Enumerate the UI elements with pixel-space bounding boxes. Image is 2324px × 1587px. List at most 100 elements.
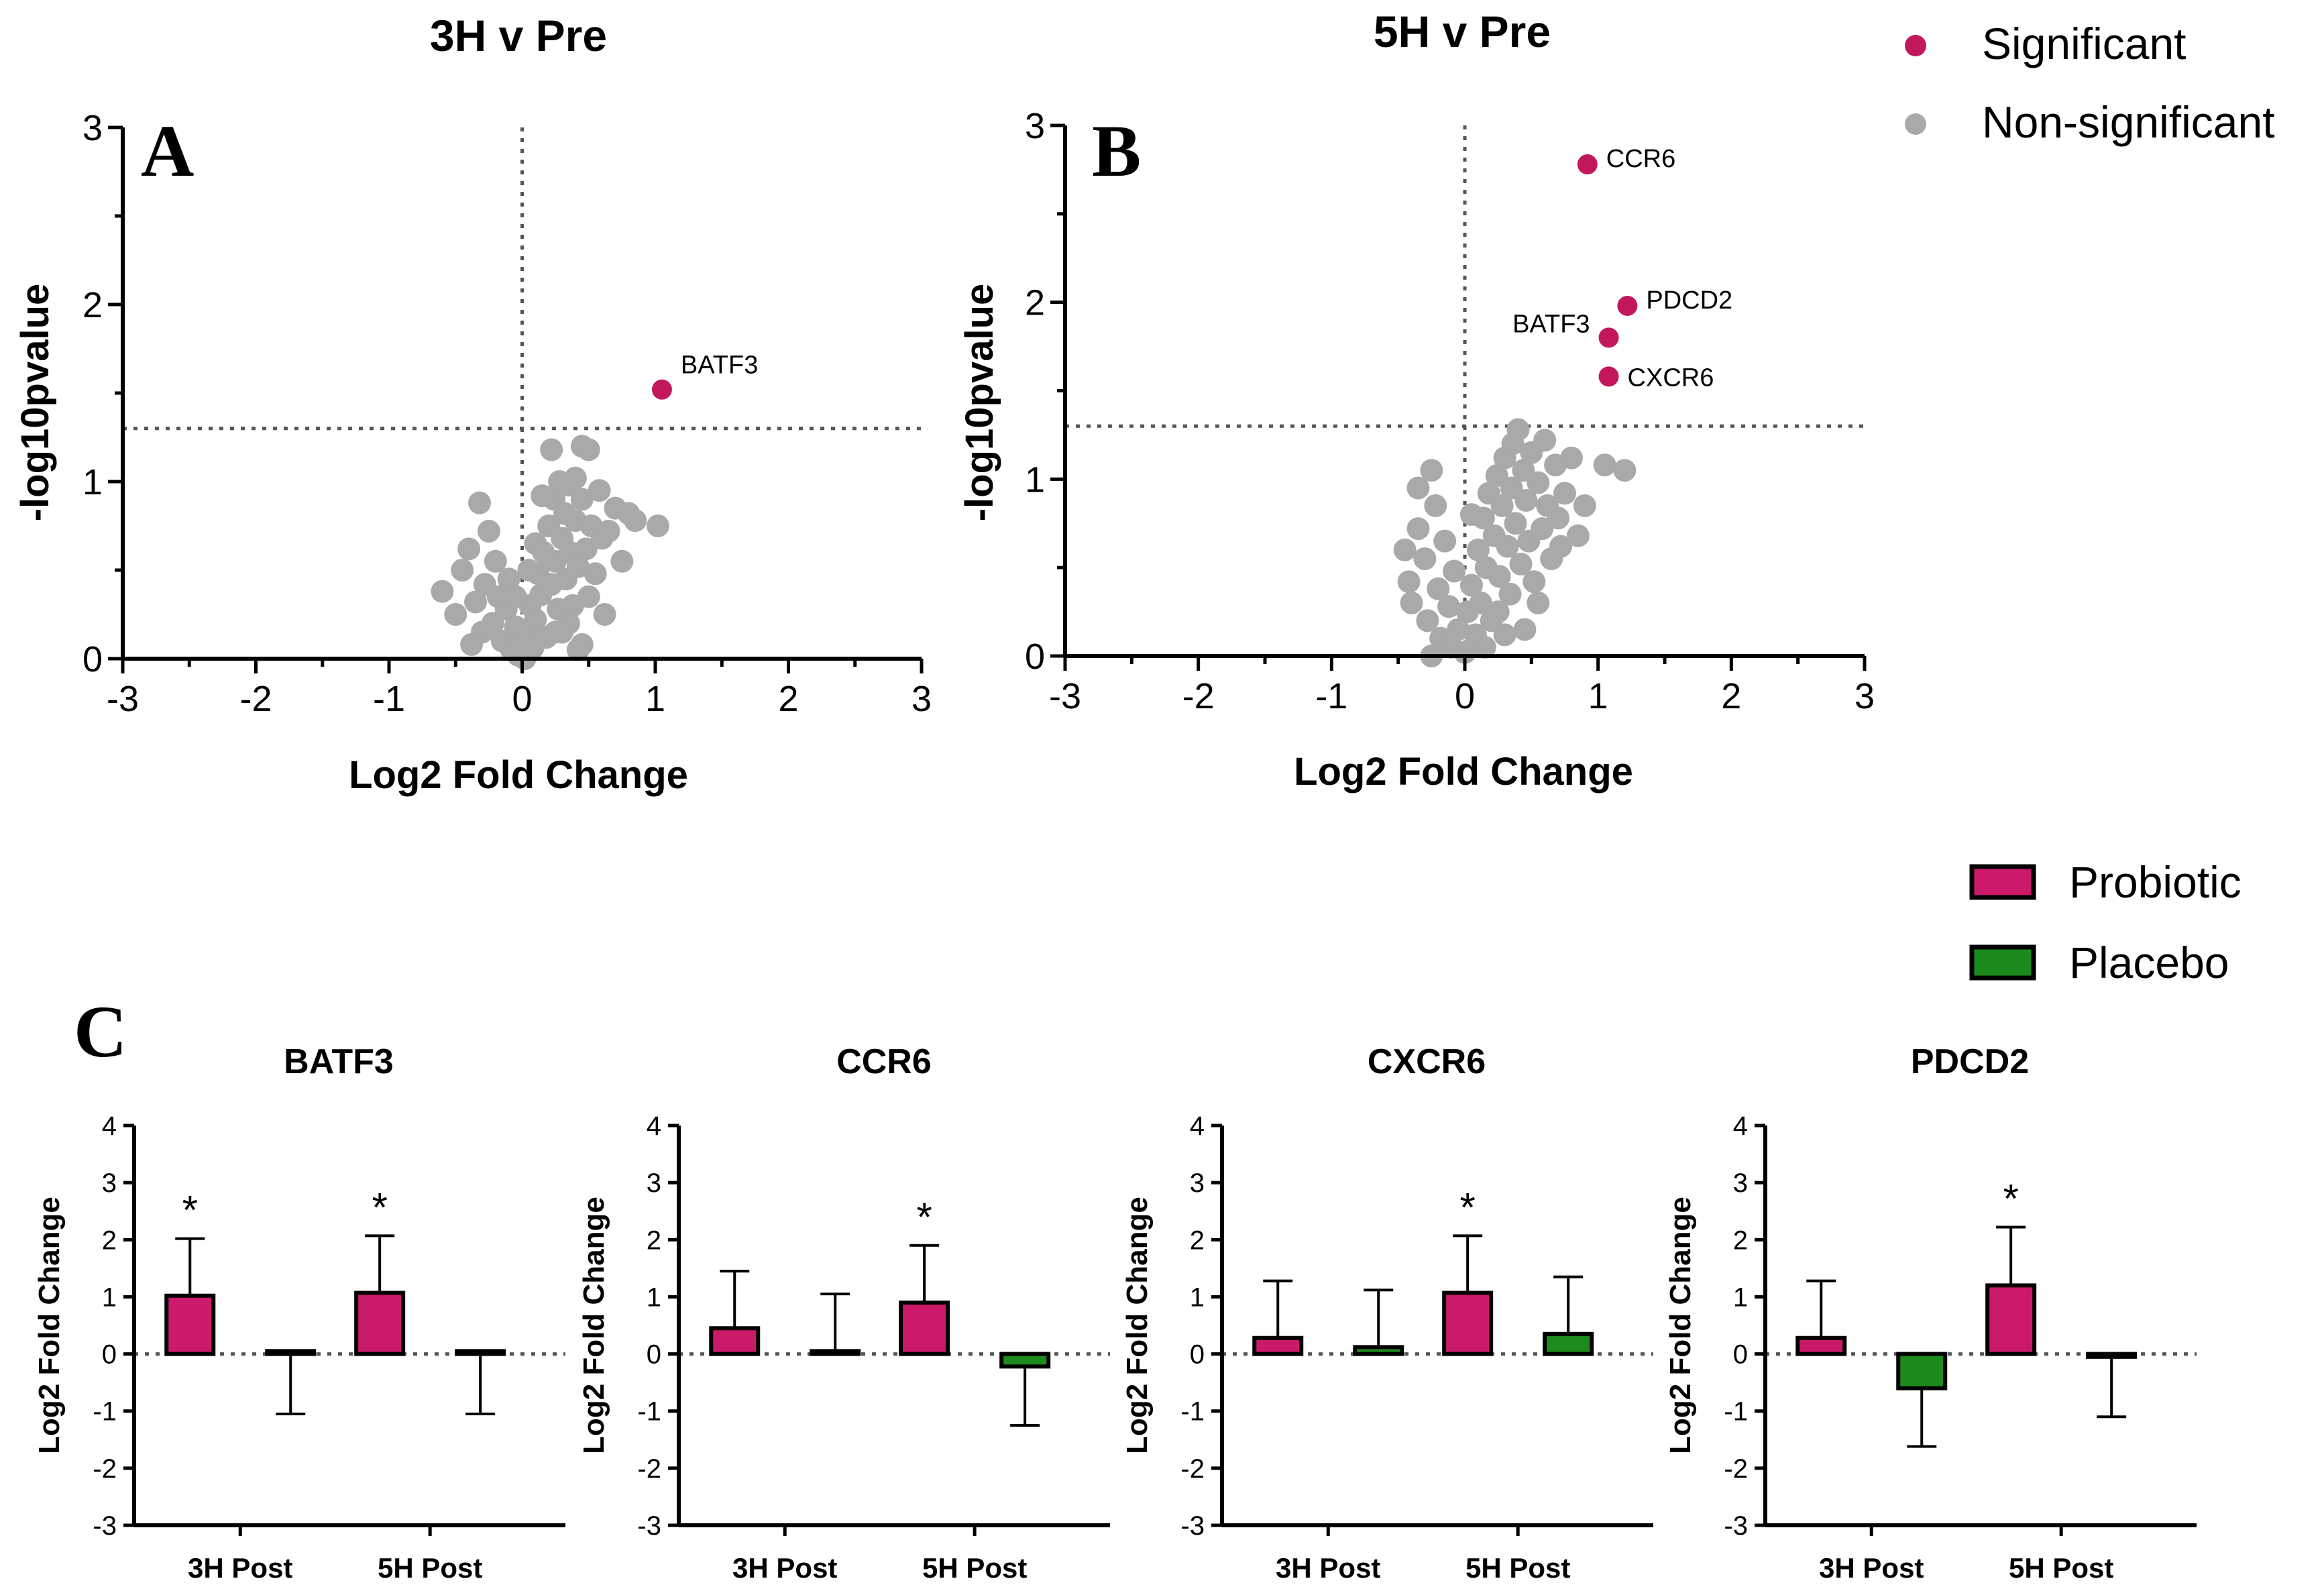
nonsignificant-point xyxy=(540,438,563,461)
nonsignificant-point xyxy=(524,532,547,555)
x-tick-label: 1 xyxy=(645,679,665,719)
bar-chart-title: PDCD2 xyxy=(1911,1042,2029,1081)
bar-legend: Probiotic Placebo xyxy=(1969,857,2242,987)
nonsignificant-point xyxy=(1549,535,1573,558)
placebo-bar xyxy=(2086,1352,2138,1359)
nonsignificant-point xyxy=(504,585,527,608)
volcano-legend: Significant Non-significant xyxy=(1905,19,2275,147)
nonsignificant-point xyxy=(457,537,481,561)
nonsignificant-point xyxy=(1453,641,1476,664)
nonsignificant-point xyxy=(1547,506,1570,530)
volcano-b-ylabel: -log10pvalue xyxy=(958,284,1001,522)
y-tick-label: -1 xyxy=(637,1397,661,1427)
nonsignificant-point xyxy=(563,466,587,490)
probiotic-bar xyxy=(1252,1335,1304,1356)
placebo-bar xyxy=(1896,1352,1948,1390)
nonsignificant-point xyxy=(1493,623,1516,647)
x-tick-label: 2 xyxy=(1721,676,1741,716)
placebo-bar xyxy=(810,1349,861,1356)
x-tick-label: -2 xyxy=(239,679,272,719)
category-label: 5H Post xyxy=(922,1552,1027,1584)
x-tick-label: 2 xyxy=(778,679,798,719)
bar-chart-ylabel: Log2 Fold Change xyxy=(33,1197,66,1454)
gene-label: CCR6 xyxy=(1606,145,1675,173)
y-tick-label: 0 xyxy=(82,639,103,679)
bar-chart-title: CXCR6 xyxy=(1368,1042,1486,1081)
y-tick-label: 0 xyxy=(1190,1340,1205,1370)
y-tick-label: 2 xyxy=(102,1225,117,1255)
y-tick-label: 2 xyxy=(82,285,103,325)
y-tick-label: -1 xyxy=(1724,1397,1748,1427)
nonsignificant-point xyxy=(1459,573,1483,597)
nonsignificant-point xyxy=(1553,482,1576,505)
nonsignificant-point xyxy=(1533,429,1557,452)
nonsignificant-point xyxy=(444,603,467,626)
y-tick-label: 4 xyxy=(1190,1111,1205,1141)
y-tick-label: 3 xyxy=(1733,1168,1748,1198)
volcano-plot-a: 3H v Pre A Log2 Fold Change -log10pvalue… xyxy=(13,11,932,797)
nonsignificant-point xyxy=(1443,559,1466,583)
category-label: 3H Post xyxy=(188,1552,292,1584)
legend-placebo-swatch xyxy=(1969,944,2036,981)
significance-star: * xyxy=(1459,1185,1475,1229)
legend-placebo-label: Placebo xyxy=(2069,938,2229,987)
category-label: 5H Post xyxy=(378,1552,482,1584)
y-tick-label: -3 xyxy=(1724,1511,1748,1541)
nonsignificant-point xyxy=(1509,552,1533,576)
placebo-bar xyxy=(265,1349,317,1356)
nonsignificant-point xyxy=(570,488,594,511)
probiotic-bar xyxy=(1795,1335,1847,1356)
nonsignificant-point xyxy=(597,519,620,543)
nonsignificant-point xyxy=(1393,538,1417,561)
x-tick-label: -2 xyxy=(1182,676,1215,716)
legend-nonsignificant-label: Non-significant xyxy=(1982,97,2275,147)
category-label: 3H Post xyxy=(1819,1552,1924,1584)
nonsignificant-point xyxy=(1406,517,1430,541)
nonsignificant-point xyxy=(1490,494,1514,517)
y-tick-label: 1 xyxy=(102,1282,117,1312)
nonsignificant-point xyxy=(593,603,616,626)
nonsignificant-point xyxy=(1498,582,1522,606)
nonsignificant-point xyxy=(577,585,600,608)
nonsignificant-point xyxy=(1447,618,1470,641)
nonsignificant-point xyxy=(566,555,590,578)
nonsignificant-point xyxy=(477,519,500,543)
nonsignificant-point xyxy=(451,559,474,582)
nonsignificant-point xyxy=(497,567,520,591)
y-tick-label: 4 xyxy=(1733,1111,1748,1141)
y-tick-label: 2 xyxy=(1025,283,1045,323)
probiotic-bar xyxy=(709,1326,761,1356)
panel-letter-a: A xyxy=(141,110,194,192)
legend-probiotic-swatch xyxy=(1969,864,2036,900)
nonsignificant-point xyxy=(464,590,488,614)
y-tick-label: 3 xyxy=(102,1168,117,1198)
placebo-bar xyxy=(1353,1345,1404,1356)
bar-chart-ylabel: Log2 Fold Change xyxy=(1121,1197,1154,1454)
significance-star: * xyxy=(2003,1176,2018,1221)
bar-chart-title: BATF3 xyxy=(284,1042,394,1081)
nonsignificant-point xyxy=(1420,459,1443,482)
nonsignificant-point xyxy=(1400,591,1423,614)
significant-point xyxy=(1617,295,1638,316)
nonsignificant-point xyxy=(646,514,669,537)
nonsignificant-point xyxy=(431,580,454,603)
nonsignificant-point xyxy=(1397,570,1421,594)
nonsignificant-point xyxy=(1413,547,1437,570)
nonsignificant-point xyxy=(484,549,507,573)
nonsignificant-point xyxy=(1469,591,1492,614)
x-tick-label: -3 xyxy=(1049,676,1081,716)
bar-chart-ylabel: Log2 Fold Change xyxy=(577,1197,610,1454)
volcano-b-plot-area: CCR6 PDCD2 BATF3 CXCR6 0 1 2 3 -3 -2 -1 0 1 2 3 xyxy=(1025,106,1875,716)
nonsignificant-point xyxy=(1613,459,1637,482)
y-tick-label: 3 xyxy=(1190,1168,1205,1198)
nonsignificant-point xyxy=(1424,494,1447,517)
nonsignificant-point xyxy=(467,491,491,514)
nonsignificant-point xyxy=(588,479,611,502)
volcano-b-title: 5H v Pre xyxy=(1374,7,1551,56)
x-tick-label: 1 xyxy=(1588,676,1608,716)
nonsignificant-point xyxy=(1459,503,1483,527)
nonsignificant-point xyxy=(1427,577,1450,600)
y-tick-label: -3 xyxy=(93,1511,117,1541)
significant-point xyxy=(1598,327,1619,348)
